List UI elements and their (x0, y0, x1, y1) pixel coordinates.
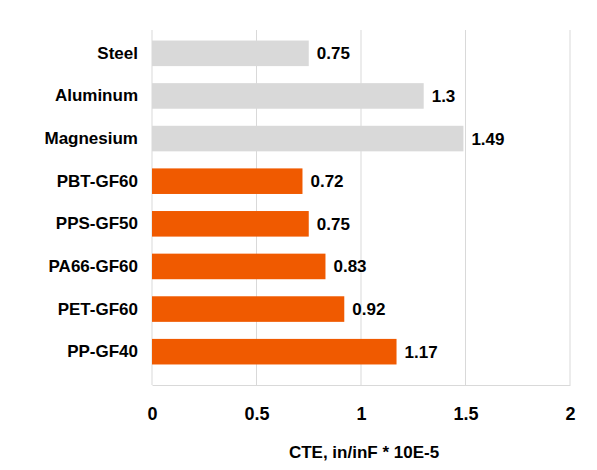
data-label: 0.75 (317, 215, 350, 234)
bar (152, 168, 302, 194)
x-tick-label: 1.5 (453, 404, 478, 424)
category-label: Magnesium (44, 129, 138, 148)
bar (152, 211, 309, 237)
category-label: Aluminum (55, 86, 138, 105)
x-tick-label: 1 (356, 404, 366, 424)
y-tick: PA66-GF60 (49, 257, 152, 276)
category-label: PPS-GF50 (56, 214, 138, 233)
data-label: 0.75 (317, 44, 350, 63)
data-label: 1.49 (471, 130, 504, 149)
x-axis: 0 0.5 1 1.5 2 (147, 385, 575, 424)
data-label: 0.83 (333, 257, 366, 276)
data-label: 1.3 (432, 87, 456, 106)
category-label: PBT-GF60 (57, 172, 138, 191)
grid-line (570, 30, 571, 385)
x-axis-title: CTE, in/inF * 10E-5 (289, 443, 439, 462)
data-labels: 0.75 1.3 1.49 0.72 0.75 0.83 0.92 1.17 (310, 44, 504, 361)
grid-line (465, 30, 466, 385)
bar (152, 339, 397, 365)
y-tick: Steel (97, 44, 152, 63)
data-label: 0.72 (310, 172, 343, 191)
y-tick: Magnesium (44, 129, 152, 148)
category-label: PP-GF40 (67, 342, 138, 361)
bars (152, 41, 463, 365)
x-tick: 2 (565, 385, 575, 424)
category-label: PET-GF60 (58, 300, 138, 319)
bar (152, 254, 325, 280)
x-tick: 1.5 (453, 385, 478, 424)
category-label: Steel (97, 44, 138, 63)
x-axis-line (153, 385, 571, 386)
data-label: 0.92 (352, 300, 385, 319)
y-tick: PP-GF40 (67, 342, 152, 361)
data-label: 1.17 (405, 343, 438, 362)
x-tick: 0 (147, 385, 157, 424)
y-axis: Steel Aluminum Magnesium PBT-GF60 PPS-GF50 PA… (44, 33, 152, 374)
x-tick: 1 (356, 385, 366, 424)
bar (152, 296, 344, 322)
y-tick: PPS-GF50 (56, 214, 152, 233)
bar (152, 126, 463, 152)
x-tick-label: 0 (147, 404, 157, 424)
grid (152, 30, 570, 385)
y-tick: PBT-GF60 (57, 172, 152, 191)
bar (152, 83, 424, 109)
y-tick: Aluminum (55, 86, 152, 105)
y-tick: PET-GF60 (58, 300, 152, 319)
chart: 0 0.5 1 1.5 2 CTE, in/inF * 10E-5 Steel Aluminu… (0, 0, 597, 470)
bar (152, 41, 309, 67)
x-tick-label: 0.5 (244, 404, 269, 424)
x-tick-label: 2 (565, 404, 575, 424)
category-label: PA66-GF60 (49, 257, 138, 276)
x-tick: 0.5 (244, 385, 269, 424)
